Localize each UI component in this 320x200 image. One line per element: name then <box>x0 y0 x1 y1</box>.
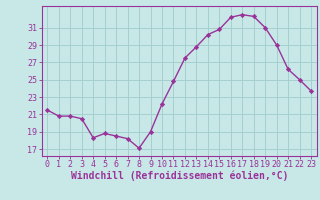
X-axis label: Windchill (Refroidissement éolien,°C): Windchill (Refroidissement éolien,°C) <box>70 171 288 181</box>
